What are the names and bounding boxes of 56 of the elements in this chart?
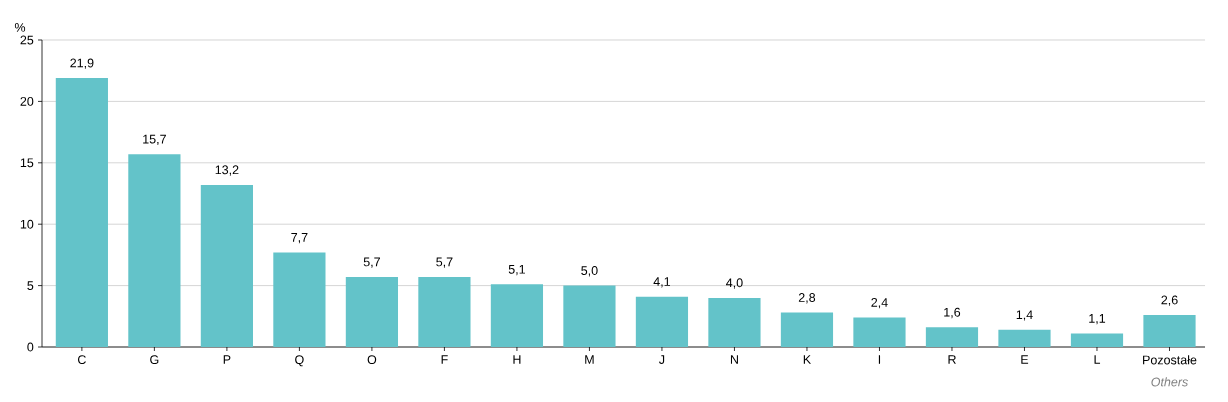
bar (708, 297, 761, 347)
data-label: 4,0 (726, 278, 743, 289)
data-label: 5,0 (581, 266, 598, 277)
bar (780, 312, 834, 347)
x-tick-label: K (803, 355, 811, 364)
x-tick-label: F (441, 355, 448, 364)
x-tick-label: C (78, 355, 86, 365)
data-label: 2,4 (871, 298, 888, 309)
x-tick-label: L (1094, 355, 1101, 364)
x-tick-label: O (367, 355, 377, 365)
bar (55, 78, 108, 347)
bar (128, 154, 181, 347)
x-tick-label: Pozostałe (1143, 355, 1197, 365)
x-tick-label: P (223, 355, 231, 364)
data-label: 5,7 (436, 257, 453, 268)
bar (853, 317, 906, 347)
bar (1143, 315, 1196, 347)
bar (1070, 333, 1124, 347)
x-tick-label: I (878, 355, 881, 364)
y-tick-label: 5 (27, 281, 34, 290)
y-tick-label: 20 (20, 96, 34, 106)
y-tick-label: 15 (20, 158, 34, 168)
data-label: 21,9 (70, 58, 94, 69)
y-tick-label: 10 (20, 219, 34, 229)
x-tick-label: R (948, 355, 956, 364)
x-tick-label: G (150, 355, 159, 365)
data-label: 1,4 (1016, 310, 1033, 321)
bar (200, 184, 253, 347)
bar (418, 277, 471, 347)
bar (345, 277, 399, 347)
data-label: 5,7 (363, 257, 380, 268)
data-label: 4,1 (653, 277, 671, 288)
data-label: 7,7 (291, 233, 308, 244)
y-tick-label: 25 (20, 35, 34, 45)
text: Others (1151, 377, 1188, 387)
bar (490, 284, 544, 347)
bar (563, 285, 616, 347)
data-label: 1,1 (1089, 314, 1106, 325)
data-label: 2,6 (1161, 295, 1178, 306)
data-label: 1,6 (944, 307, 961, 319)
data-label: 15,7 (143, 134, 166, 145)
x-tick-label: Q (295, 355, 304, 367)
x-tick-label: M (585, 355, 594, 364)
x-tick-label: H (513, 355, 521, 364)
y-tick-label: 0 (27, 342, 34, 352)
y-axis-title: % (14, 23, 26, 32)
bar (635, 296, 689, 347)
bar (273, 252, 326, 347)
data-label: 5,1 (508, 264, 525, 276)
data-label: 2,8 (798, 293, 816, 304)
x-tick-label: N (730, 355, 738, 364)
bar (998, 329, 1051, 347)
data-label: 13,2 (215, 165, 239, 176)
x-tick-label: E (1021, 355, 1029, 364)
bar (925, 327, 979, 347)
x-tick-label: J (659, 355, 665, 364)
